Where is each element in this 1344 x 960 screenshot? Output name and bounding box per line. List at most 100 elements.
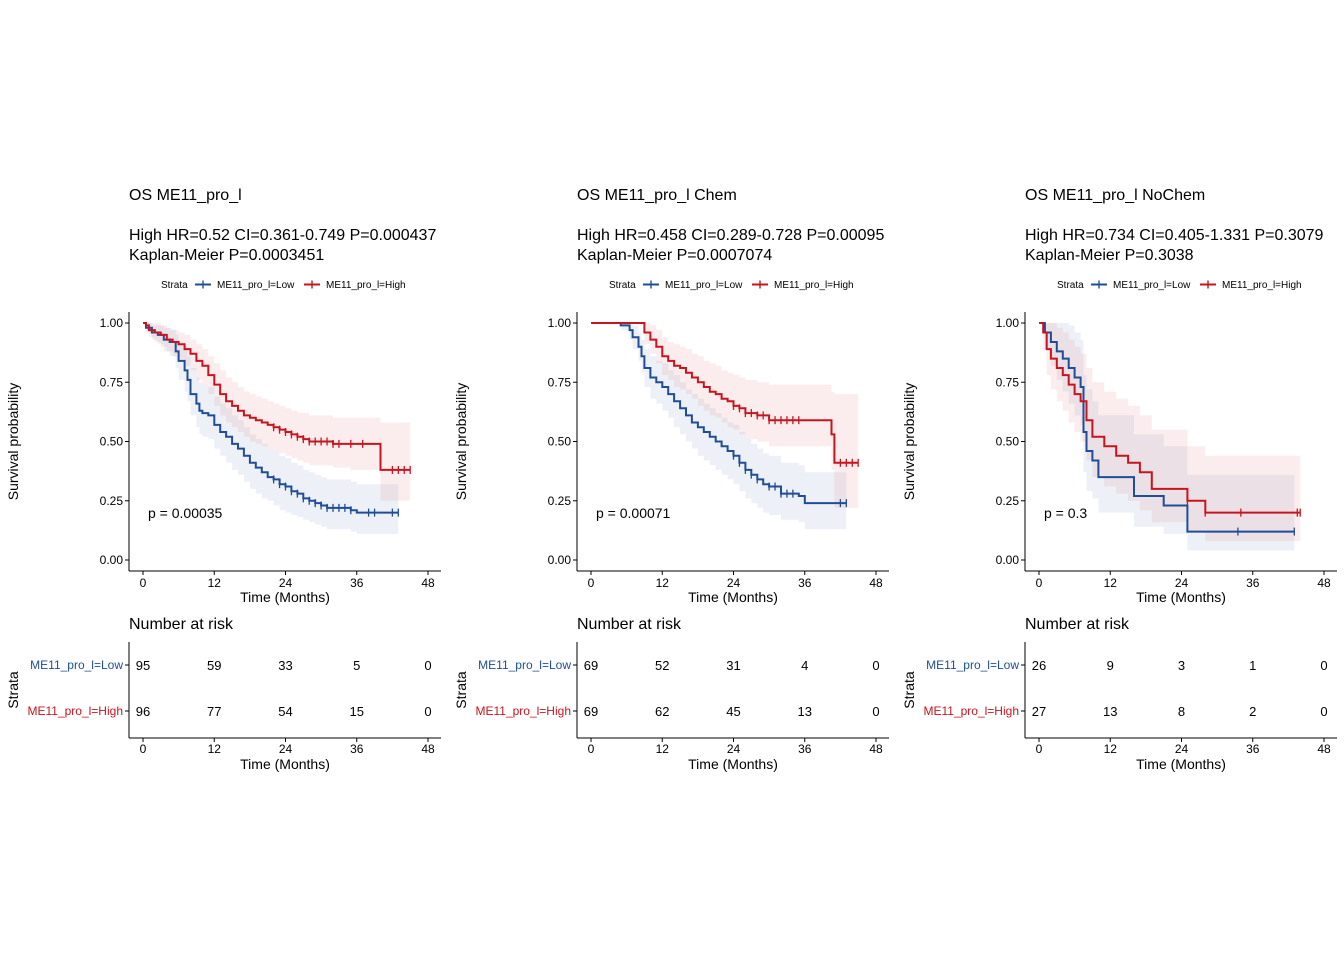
x-tick-label: 36 (1246, 576, 1260, 590)
risk-count: 5 (353, 658, 360, 673)
legend-label-high: ME11_pro_l=High (1222, 280, 1302, 291)
risk-row-label-high: ME11_pro_l=High (475, 704, 571, 718)
risk-count: 27 (1032, 704, 1046, 719)
risk-x-tick-label: 0 (588, 742, 595, 756)
risk-count: 26 (1032, 658, 1046, 673)
survival-curve-low (143, 322, 399, 514)
risk-table: Number at risk ME11_pro_l=Low 26 9 3 1 0 ME11_p… (901, 616, 1337, 772)
risk-x-tick-label: 48 (1317, 742, 1331, 756)
ci-band-high (591, 323, 859, 508)
x-tick-label: 12 (208, 576, 222, 590)
risk-count: 69 (584, 658, 598, 673)
risk-x-tick-label: 0 (1036, 742, 1043, 756)
title-block: OS ME11_pro_l NoChem High HR=0.734 CI=0.4… (1025, 187, 1324, 264)
x-tick-label: 12 (1104, 576, 1118, 590)
y-tick-label: 0.75 (548, 375, 572, 389)
risk-count: 15 (350, 704, 364, 719)
title-block: OS ME11_pro_l Chem High HR=0.458 CI=0.289… (577, 187, 884, 264)
risk-count: 0 (424, 704, 431, 719)
x-axis-label: Time (Months) (1136, 589, 1226, 605)
censor-marks-low (732, 451, 847, 508)
risk-count: 59 (207, 658, 221, 673)
legend: Strata ME11_pro_l=Low ME11_pro_l=High (161, 280, 406, 291)
x-tick-label: 24 (279, 576, 293, 590)
y-tick-label: 0.25 (548, 494, 572, 508)
x-axis-label: Time (Months) (240, 589, 330, 605)
risk-x-tick-label: 24 (1175, 742, 1189, 756)
risk-x-axis-label: Time (Months) (240, 756, 330, 772)
y-tick-label: 1.00 (548, 316, 572, 330)
risk-count: 45 (726, 704, 740, 719)
x-tick-label: 48 (1317, 576, 1331, 590)
chart-title: OS ME11_pro_l (129, 187, 242, 204)
p-value: p = 0.00071 (596, 505, 671, 521)
chart-title: OS ME11_pro_l NoChem (1025, 187, 1205, 204)
censor-marks-low (1237, 527, 1295, 536)
legend-label-low: ME11_pro_l=Low (217, 280, 295, 291)
censor-marks-high (1186, 496, 1301, 517)
risk-x-tick-label: 24 (279, 742, 293, 756)
legend-label-low: ME11_pro_l=Low (665, 280, 743, 291)
y-tick-label: 0.50 (996, 435, 1020, 449)
risk-count: 96 (136, 704, 150, 719)
km-panel-3: OS ME11_pro_l NoChem High HR=0.734 CI=0.4… (901, 187, 1337, 772)
y-axis-label: Survival probability (453, 383, 469, 501)
risk-count: 13 (798, 704, 812, 719)
x-tick-label: 0 (140, 576, 147, 590)
ci-band-high (1039, 323, 1301, 541)
risk-table-title: Number at risk (577, 616, 682, 633)
chart-subtitle-1: High HR=0.52 CI=0.361-0.749 P=0.000437 (129, 227, 436, 244)
x-tick-label: 48 (869, 576, 883, 590)
legend-label-high: ME11_pro_l=High (326, 280, 406, 291)
ci-band-low (1039, 323, 1295, 551)
risk-count: 95 (136, 658, 150, 673)
legend-label-low: ME11_pro_l=Low (1113, 280, 1191, 291)
risk-row-label-low: ME11_pro_l=Low (30, 658, 123, 672)
y-tick-label: 0.25 (996, 494, 1020, 508)
chart-subtitle-2: Kaplan-Meier P=0.0007074 (577, 247, 772, 264)
legend-title: Strata (609, 280, 636, 291)
title-block: OS ME11_pro_l High HR=0.52 CI=0.361-0.749… (129, 187, 436, 264)
y-tick-label: 0.00 (548, 553, 572, 567)
risk-count: 2 (1249, 704, 1256, 719)
y-tick-label: 0.50 (100, 435, 124, 449)
x-tick-label: 24 (1175, 576, 1189, 590)
risk-row-label-low: ME11_pro_l=Low (926, 658, 1019, 672)
censor-marks-low (272, 475, 399, 517)
risk-x-tick-label: 48 (421, 742, 435, 756)
y-tick-label: 1.00 (100, 316, 124, 330)
km-panel-2: OS ME11_pro_l Chem High HR=0.458 CI=0.289… (453, 187, 889, 772)
x-tick-label: 12 (656, 576, 670, 590)
x-tick-label: 48 (421, 576, 435, 590)
risk-row-label-high: ME11_pro_l=High (27, 704, 123, 718)
risk-x-tick-label: 0 (140, 742, 147, 756)
risk-count: 69 (584, 704, 598, 719)
survival-curve-high (1039, 322, 1301, 514)
y-tick-label: 1.00 (996, 316, 1020, 330)
risk-count: 52 (655, 658, 669, 673)
survival-curve-high (591, 322, 859, 464)
risk-table: Number at risk ME11_pro_l=Low 69 52 31 4 0 ME11… (453, 616, 889, 772)
legend: Strata ME11_pro_l=Low ME11_pro_l=High (609, 280, 854, 291)
ci-band-low (143, 323, 399, 534)
x-tick-label: 36 (798, 576, 812, 590)
risk-count: 4 (801, 658, 808, 673)
risk-count: 9 (1107, 658, 1114, 673)
risk-row-label-high: ME11_pro_l=High (923, 704, 1019, 718)
ci-band-low (591, 323, 847, 530)
y-tick-label: 0.50 (548, 435, 572, 449)
risk-x-tick-label: 36 (798, 742, 812, 756)
survival-curve-low (1039, 322, 1295, 533)
risk-x-tick-label: 12 (656, 742, 670, 756)
risk-count: 33 (278, 658, 292, 673)
x-axis-label: Time (Months) (688, 589, 778, 605)
x-tick-label: 0 (588, 576, 595, 590)
legend-label-high: ME11_pro_l=High (774, 280, 854, 291)
risk-count: 13 (1103, 704, 1117, 719)
risk-x-tick-label: 12 (1104, 742, 1118, 756)
risk-count: 0 (872, 658, 879, 673)
risk-x-axis-label: Time (Months) (1136, 756, 1226, 772)
p-value: p = 0.00035 (148, 505, 223, 521)
chart-subtitle-1: High HR=0.458 CI=0.289-0.728 P=0.00095 (577, 227, 884, 244)
